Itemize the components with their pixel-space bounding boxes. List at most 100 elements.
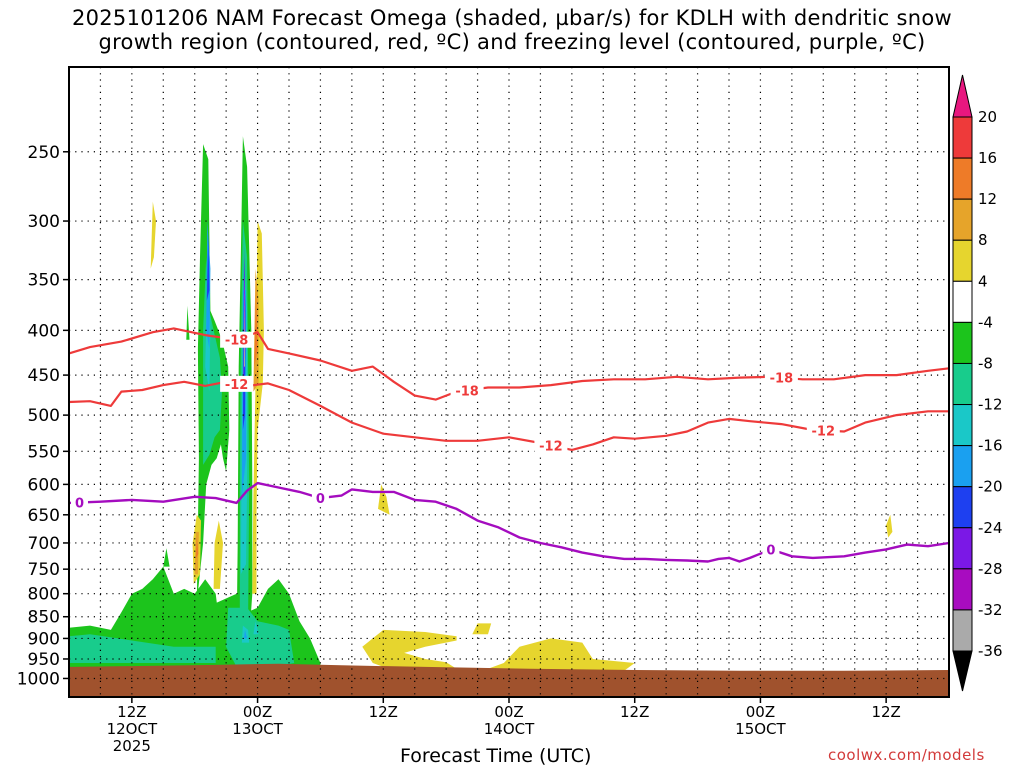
omega-shade-31 (472, 623, 492, 635)
colorbar-box (952, 404, 973, 447)
x-tick-label: 15OCT (735, 720, 786, 738)
x-tick-label: 12Z (620, 703, 649, 721)
chart-title-line-2: growth region (contoured, red, ºC) and f… (98, 30, 926, 54)
chart-title: 2025101206 NAM Forecast Omega (shaded, µ… (0, 6, 1024, 54)
colorbar-box (952, 239, 973, 282)
omega-shade-24 (186, 305, 190, 340)
colorbar-tick-label: 12 (978, 190, 997, 208)
contour-label: -12 (539, 439, 563, 454)
colorbar-box (952, 486, 973, 529)
omega-shade-25 (213, 520, 223, 589)
contour-label-bg (764, 369, 798, 386)
y-tick-label: 350 (28, 271, 60, 291)
contour-label: -12 (812, 425, 836, 440)
colorbar-tick-label: 8 (978, 231, 988, 249)
colorbar-box (952, 198, 973, 241)
contour-label-bg (220, 375, 254, 392)
colorbar-tick-label: -28 (978, 560, 1003, 578)
colorbar-bottom-arrow (952, 650, 973, 692)
omega-shade-18 (253, 621, 259, 635)
contour-label-bg (762, 541, 780, 558)
colorbar-box (952, 527, 973, 570)
y-tick-label: 700 (28, 534, 60, 554)
terrain (69, 663, 949, 697)
chart-title-line-1: 2025101206 NAM Forecast Omega (shaded, µ… (71, 6, 953, 30)
plot-area: -18 -18 -18 -12 -12 -12 0 0 0 (68, 67, 950, 697)
colorbar-tick-label: 16 (978, 149, 997, 167)
y-tick-label: 300 (28, 212, 60, 232)
omega-shade-23 (150, 201, 156, 269)
contour-label-bg (534, 437, 568, 454)
omega-shade-22 (254, 290, 258, 367)
colorbar-tick-label: -24 (978, 519, 1003, 537)
x-tick-label: 12Z (117, 703, 146, 721)
x-tick-label: 14OCT (484, 720, 535, 738)
contour-label: 0 (75, 497, 84, 512)
colorbar-tick-label: -8 (978, 354, 993, 372)
omega-shade-15 (226, 607, 295, 671)
colorbar-tick-label: -32 (978, 601, 1003, 619)
contour-line-minus12-1 (68, 380, 949, 451)
y-tick-label: 1000 (17, 669, 60, 689)
y-tick-label: 950 (28, 650, 60, 670)
colorbar-box (952, 321, 973, 364)
contour-label: 0 (316, 492, 325, 507)
x-axis-label: Forecast Time (UTC) (400, 745, 592, 767)
contour-label-bg (311, 490, 329, 507)
omega-shade-19 (244, 629, 248, 639)
contour-label: 0 (766, 543, 775, 558)
colorbar-box (952, 609, 973, 652)
x-tick-label: 2025 (113, 737, 151, 755)
colorbar-tick-label: -4 (978, 313, 993, 331)
y-tick-label: 850 (28, 608, 60, 628)
colorbar-tick-label: 20 (978, 108, 997, 126)
colorbar-box (952, 280, 973, 323)
y-tick-label: 900 (28, 629, 60, 649)
y-tick-label: 450 (28, 366, 60, 386)
contour-label: -18 (225, 334, 249, 349)
contours: -18 -18 -18 -12 -12 -12 0 0 0 (68, 327, 950, 563)
omega-shade-28 (195, 537, 199, 559)
colorbar-tick-label: -16 (978, 437, 1003, 455)
colorbar-tick-label: -12 (978, 396, 1003, 414)
y-tick-label: 500 (28, 406, 60, 426)
contour-label-bg (70, 494, 88, 511)
omega-shade-2 (163, 548, 170, 567)
y-tick-label: 550 (28, 442, 60, 462)
omega-shade-7 (206, 233, 210, 301)
omega-shade-30 (362, 629, 457, 671)
contour-line-0-2 (68, 481, 950, 563)
contour-label: -12 (225, 378, 249, 393)
colorbar-box (952, 445, 973, 488)
colorbar-box (952, 362, 973, 406)
colorbar: 20 16 12 8 4 -4 -8 -12 -16 -20 -24 -28 -32 -36 (952, 74, 1003, 692)
credit-link[interactable]: coolwx.com/models (828, 746, 985, 764)
contour-label-bg (450, 382, 484, 399)
y-tick-label: 400 (28, 321, 60, 341)
contour-label: -18 (770, 372, 794, 387)
contour-label: -18 (455, 384, 479, 399)
y-tick-label: 650 (28, 506, 60, 526)
x-tick-label: 00Z (243, 703, 272, 721)
colorbar-tick-label: 4 (978, 272, 988, 290)
y-tick-label: 750 (28, 560, 60, 580)
y-tick-label: 800 (28, 585, 60, 605)
omega-shade-20 (252, 221, 264, 594)
colorbar-tick-label: -36 (978, 642, 1003, 660)
colorbar-box (952, 568, 973, 611)
contour-label-bg (806, 422, 840, 439)
contour-label-bg (220, 331, 254, 348)
omega-shade-32 (488, 638, 635, 671)
y-tick-label: 600 (28, 475, 60, 495)
x-tick-label: 00Z (746, 703, 775, 721)
y-tick-label: 250 (28, 143, 60, 163)
omega-shade-16 (69, 634, 216, 663)
x-tick-label: 12Z (871, 703, 900, 721)
colorbar-top-arrow (952, 74, 973, 118)
x-tick-label: 12OCT (107, 720, 158, 738)
colorbar-tick-label: -20 (978, 478, 1003, 496)
x-tick-label: 00Z (494, 703, 523, 721)
colorbar-box (952, 116, 973, 159)
